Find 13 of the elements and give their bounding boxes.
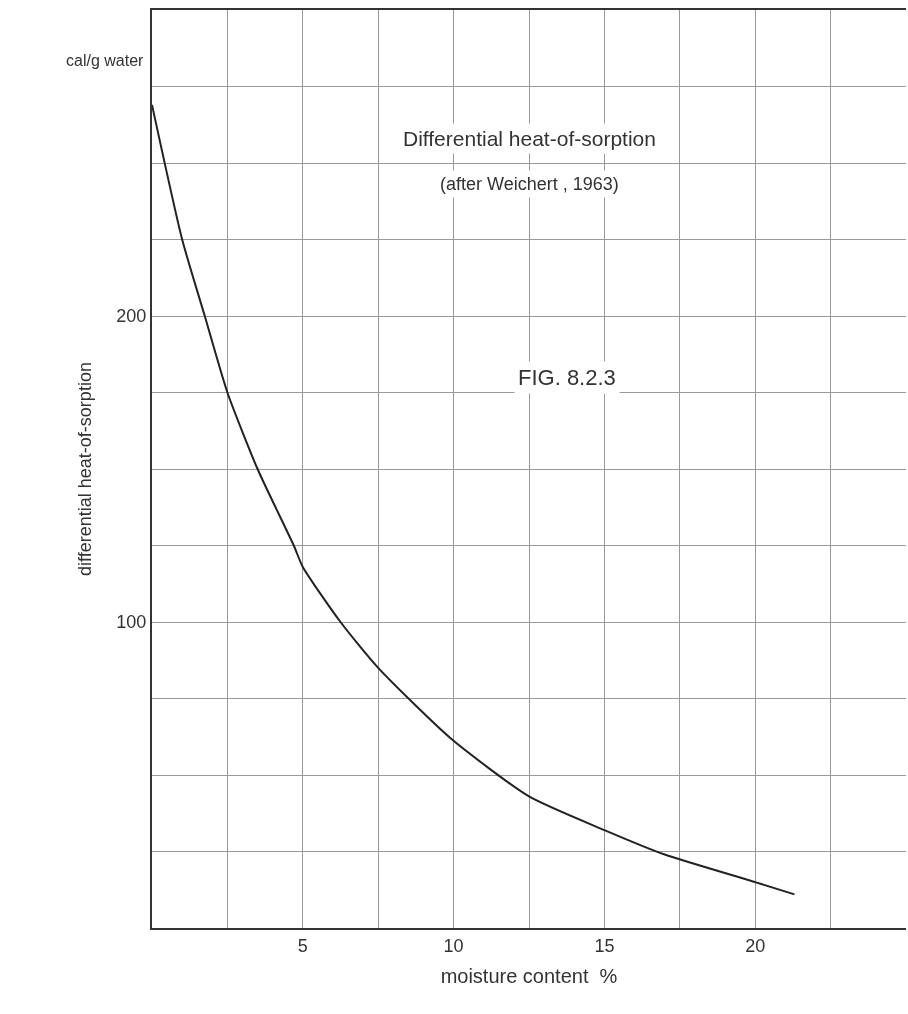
y-tick-label: 100 [116,612,147,633]
annotation: FIG. 8.2.3 [518,365,616,390]
line-series [152,103,796,896]
x-tick-label: 20 [745,935,766,956]
text: cal/g water [66,52,145,69]
annotation: Differential heat-of-sorption [403,127,656,150]
x-tick-label: 15 [594,935,615,956]
y-tick-label: 200 [116,306,147,327]
y-axis-title: differential heat-of-sorption [75,362,96,576]
annotation: (after Weichert , 1963) [440,174,619,194]
x-tick-label: 10 [443,935,464,956]
x-tick-label: 5 [297,935,308,956]
x-axis-title: moisture content % [440,964,618,987]
